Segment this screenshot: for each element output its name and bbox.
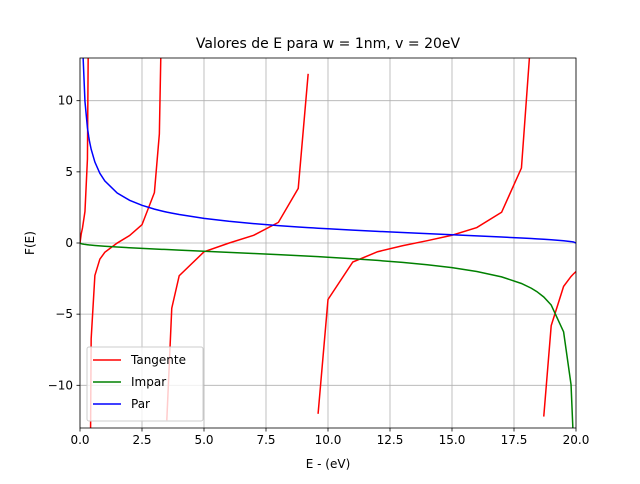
y-tick-label: 0 (65, 236, 73, 250)
x-tick-label: 2.5 (132, 433, 151, 447)
x-tick-label: 12.5 (377, 433, 404, 447)
line-series (80, 58, 576, 428)
x-tick-label: 10.0 (315, 433, 342, 447)
legend: Tangente Impar Par (86, 346, 204, 422)
y-tick-label: −10 (48, 378, 73, 392)
x-tick-label: 7.5 (256, 433, 275, 447)
y-tick-label: 10 (58, 94, 73, 108)
axes-frame (79, 57, 577, 429)
y-tick-label: 5 (65, 165, 73, 179)
y-tick-label: −5 (55, 307, 73, 321)
plot-area (80, 58, 576, 428)
x-tick-label: 0.0 (70, 433, 89, 447)
chart-title: Valores de E para w = 1nm, v = 20eV (196, 36, 461, 52)
line-series (82, 58, 576, 244)
legend-box (86, 346, 204, 422)
x-tick-label: 5.0 (194, 433, 213, 447)
line-series (80, 242, 574, 428)
x-tick-label: 17.5 (501, 433, 528, 447)
x-tick-label: 15.0 (439, 433, 466, 447)
legend-label: Tangente (130, 353, 186, 367)
legend-label: Impar (131, 375, 166, 389)
x-tick-label: 20.0 (563, 433, 590, 447)
y-axis-label: F(E) (23, 231, 37, 255)
legend-label: Par (131, 397, 150, 411)
x-axis-label: E - (eV) (306, 457, 351, 471)
